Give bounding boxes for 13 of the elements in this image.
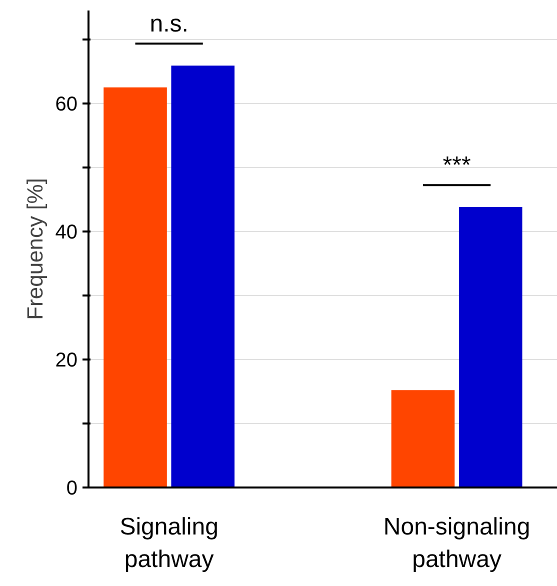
bar bbox=[391, 390, 455, 488]
bar bbox=[171, 66, 235, 488]
annotation: *** bbox=[442, 152, 471, 180]
y-tick-label: 40 bbox=[55, 221, 78, 244]
y-tick-label: 0 bbox=[66, 478, 78, 500]
y-tick-label: 60 bbox=[55, 93, 78, 116]
y-axis-title: Frequency [%] bbox=[22, 178, 48, 320]
bar bbox=[104, 87, 167, 488]
y-tick-label: 20 bbox=[55, 349, 78, 372]
annotation: n.s. bbox=[150, 10, 188, 38]
x-tick-label: Signaling pathway bbox=[120, 514, 218, 573]
bar bbox=[458, 207, 522, 488]
x-tick-label: Non-signaling pathway bbox=[383, 514, 530, 573]
